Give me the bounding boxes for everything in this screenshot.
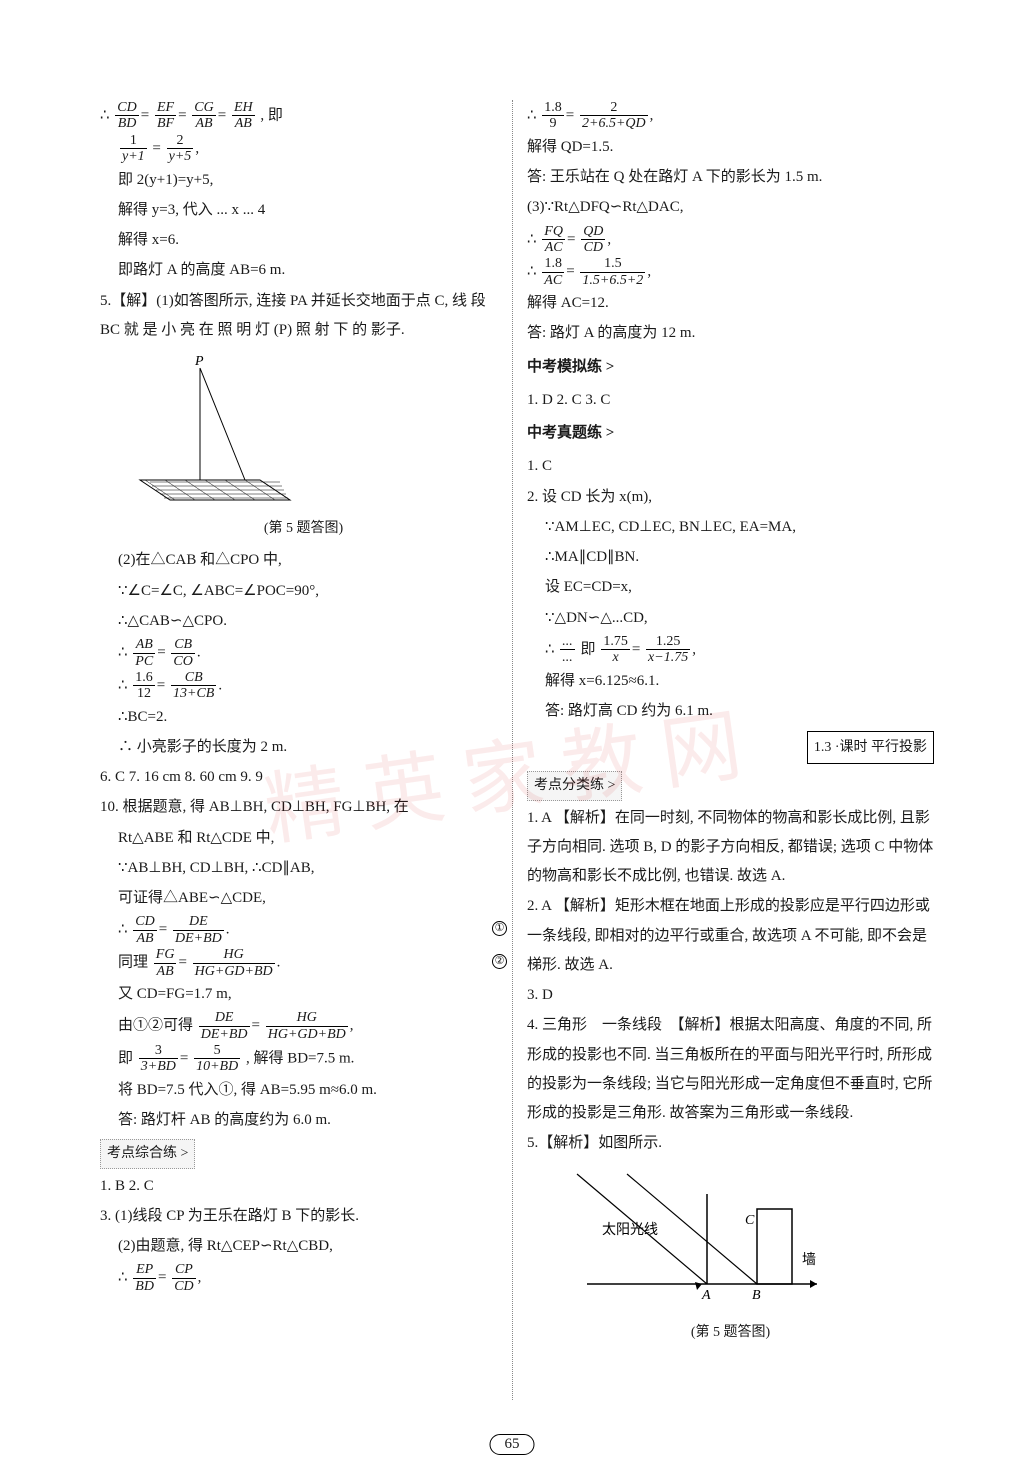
text-line: 可证得△ABE∽△CDE, — [100, 884, 507, 913]
text-line: 即 2(y+1)=y+5, — [100, 166, 507, 195]
text-line: 5.【解析】如图所示. — [527, 1129, 934, 1158]
eq-line: ∴ FQAC= QDCD, — [527, 224, 934, 256]
mark-1: ① — [492, 921, 507, 936]
answers: 1. B 2. C — [100, 1172, 507, 1201]
text-line: 1. A 【解析】在同一时刻, 不同物体的物高和影长成比例, 且影子方向相同. … — [527, 804, 934, 892]
eq-line: ∴ ABPC= CBCO. — [100, 637, 507, 669]
text-line: ∴BC=2. — [100, 703, 507, 732]
text-line: 10. 根据题意, 得 AB⊥BH, CD⊥BH, FG⊥BH, 在 — [100, 793, 507, 822]
answers: 1. D 2. C 3. C — [527, 386, 934, 415]
text-line: 设 EC=CD=x, — [527, 573, 934, 602]
text-line: 答: 路灯杆 AB 的高度约为 6.0 m. — [100, 1106, 507, 1135]
text-line: 3. D — [527, 981, 934, 1010]
eq-line: 1y+1 = 2y+5, — [100, 133, 507, 165]
figure-caption: (第 5 题答图) — [527, 1319, 934, 1346]
label-P: P — [194, 354, 204, 369]
figure-5-right: 太阳光线 C 墙 A B — [567, 1164, 827, 1314]
text-line: 又 CD=FG=1.7 m, — [100, 980, 507, 1009]
figure-5: P — [130, 350, 310, 510]
text-line: ∵AB⊥BH, CD⊥BH, ∴CD∥AB, — [100, 854, 507, 883]
right-column: ∴ 1.89= 22+6.5+QD, 解得 QD=1.5. 答: 王乐站在 Q … — [527, 100, 934, 1350]
label-sun: 太阳光线 — [602, 1222, 658, 1238]
label-wall: 墙 — [802, 1252, 816, 1268]
section-moni: 中考模拟练 > — [527, 353, 934, 382]
text-line: 1. C — [527, 452, 934, 481]
text-line: ∴ 小亮影子的长度为 2 m. — [100, 733, 507, 762]
label-C: C — [745, 1213, 755, 1228]
figure-caption: (第 5 题答图) — [100, 515, 507, 542]
text-line: ∵AM⊥EC, CD⊥EC, BN⊥EC, EA=MA, — [527, 513, 934, 542]
eq-line: ∴ EPBD= CPCD, — [100, 1262, 507, 1294]
text-line: 解得 x=6. — [100, 226, 507, 255]
topic-box: 1.3 ·课时 平行投影 — [807, 731, 934, 764]
text-line: 3. (1)线段 CP 为王乐在路灯 B 下的影长. — [100, 1202, 507, 1231]
section-fenlei: 考点分类练 > — [527, 771, 622, 800]
text-line: 即路灯 A 的高度 AB=6 m. — [100, 256, 507, 285]
text-line: ∵△DN∽△...CD, — [527, 604, 934, 633]
text-line: 答: 王乐站在 Q 处在路灯 A 下的影长为 1.5 m. — [527, 163, 934, 192]
prefix: ∴ — [100, 107, 110, 123]
text-line: Rt△ABE 和 Rt△CDE 中, — [100, 824, 507, 853]
eq-line: 即 33+BD= 510+BD , 解得 BD=7.5 m. — [100, 1043, 507, 1075]
text-line: 4. 三角形 一条线段 【解析】根据太阳高度、角度的不同, 所形成的投影也不同.… — [527, 1011, 934, 1128]
text-line: ∴△CAB∽△CPO. — [100, 607, 507, 636]
text-line: 2. A 【解析】矩形木框在地面上形成的投影应是平行四边形或一条线段, 即相对的… — [527, 892, 934, 980]
text-line: (3)∵Rt△DFQ∽Rt△DAC, — [527, 193, 934, 222]
text-line: 解得 y=3, 代入 ... x ... 4 — [100, 196, 507, 225]
eq-line: ∴ 1.8AC= 1.51.5+6.5+2, — [527, 256, 934, 288]
text-line: 解得 x=6.125≈6.1. — [527, 667, 934, 696]
text-line: ∴MA∥CD∥BN. — [527, 543, 934, 572]
text-line: 答: 路灯 A 的高度为 12 m. — [527, 319, 934, 348]
eq-line: 由①②可得 DEDE+BD= HGHG+GD+BD, — [100, 1010, 507, 1042]
problem-5: 5.【解】(1)如答图所示, 连接 PA 并延长交地面于点 C, 线 段 BC … — [100, 287, 507, 346]
text-line: ∵∠C=∠C, ∠ABC=∠POC=90°, — [100, 577, 507, 606]
label-A: A — [701, 1288, 711, 1303]
text-line: (2)在△CAB 和△CPO 中, — [100, 546, 507, 575]
eq-line: ∴ 1.89= 22+6.5+QD, — [527, 100, 934, 132]
section-zonghe: 考点综合练 > — [100, 1139, 195, 1168]
text-line: 答: 路灯高 CD 约为 6.1 m. — [527, 697, 934, 726]
mark-2: ② — [492, 954, 507, 969]
answers-6-9: 6. C 7. 16 cm 8. 60 cm 9. 9 — [100, 763, 507, 792]
eq-line: ∴ ...... 即 1.75x= 1.25x−1.75, — [527, 634, 934, 666]
page-number: 65 — [490, 1434, 535, 1455]
eq-line: ∴ CDAB= DEDE+BD. ① — [100, 914, 507, 946]
text-line: 2. 设 CD 长为 x(m), — [527, 483, 934, 512]
section-zhenti: 中考真题练 > — [527, 419, 934, 448]
label-B: B — [752, 1288, 761, 1303]
eq-line: 同理 FGAB= HGHG+GD+BD. ② — [100, 947, 507, 979]
eq-line: ∴ CDBD= EFBF= CGAB= EHAB , 即 — [100, 100, 507, 132]
column-divider — [512, 100, 513, 1400]
text-line: (2)由题意, 得 Rt△CEP∽Rt△CBD, — [100, 1232, 507, 1261]
eq-line: ∴ 1.612= CB13+CB. — [100, 670, 507, 702]
text-line: 解得 QD=1.5. — [527, 133, 934, 162]
text-line: 将 BD=7.5 代入①, 得 AB=5.95 m≈6.0 m. — [100, 1076, 507, 1105]
text-line: 解得 AC=12. — [527, 289, 934, 318]
left-column: ∴ CDBD= EFBF= CGAB= EHAB , 即 1y+1 = 2y+5… — [100, 100, 507, 1350]
